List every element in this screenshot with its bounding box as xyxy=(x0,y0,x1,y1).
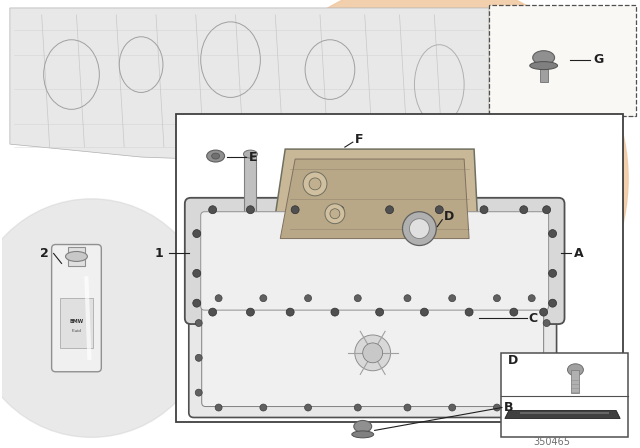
Circle shape xyxy=(193,299,201,307)
Ellipse shape xyxy=(65,251,88,262)
Circle shape xyxy=(336,206,344,214)
Circle shape xyxy=(404,404,411,411)
Ellipse shape xyxy=(352,431,374,438)
Circle shape xyxy=(435,206,444,214)
Circle shape xyxy=(193,230,201,237)
Polygon shape xyxy=(270,149,479,249)
Circle shape xyxy=(548,299,557,307)
Circle shape xyxy=(386,206,394,214)
Circle shape xyxy=(211,209,390,388)
Circle shape xyxy=(303,172,327,196)
Circle shape xyxy=(543,389,550,396)
Text: F: F xyxy=(355,133,364,146)
FancyBboxPatch shape xyxy=(201,212,548,310)
Circle shape xyxy=(465,308,473,316)
Polygon shape xyxy=(10,8,489,174)
Circle shape xyxy=(410,219,429,238)
Ellipse shape xyxy=(207,150,225,162)
Circle shape xyxy=(330,209,340,219)
Text: C: C xyxy=(529,311,538,325)
Circle shape xyxy=(309,178,321,190)
FancyBboxPatch shape xyxy=(52,245,101,372)
Ellipse shape xyxy=(532,51,555,65)
Circle shape xyxy=(540,308,548,316)
Circle shape xyxy=(260,404,267,411)
Circle shape xyxy=(246,206,254,214)
Ellipse shape xyxy=(354,421,372,432)
Text: 2: 2 xyxy=(40,247,49,260)
Text: 350465: 350465 xyxy=(533,437,570,448)
Circle shape xyxy=(215,404,222,411)
Circle shape xyxy=(376,308,383,316)
Circle shape xyxy=(543,319,550,327)
Circle shape xyxy=(355,404,361,411)
Circle shape xyxy=(480,206,488,214)
Circle shape xyxy=(449,404,456,411)
Circle shape xyxy=(363,343,383,363)
Text: G: G xyxy=(593,53,604,66)
Text: BMW: BMW xyxy=(69,319,84,323)
Circle shape xyxy=(291,206,299,214)
Circle shape xyxy=(195,389,202,396)
Text: E: E xyxy=(248,151,257,164)
Circle shape xyxy=(449,295,456,302)
Text: A: A xyxy=(573,247,583,260)
Circle shape xyxy=(193,269,201,277)
FancyBboxPatch shape xyxy=(202,299,543,406)
Circle shape xyxy=(493,404,500,411)
Circle shape xyxy=(325,204,345,224)
Bar xyxy=(489,5,636,116)
Bar xyxy=(60,298,93,348)
Ellipse shape xyxy=(212,153,220,159)
Text: 1: 1 xyxy=(155,247,163,260)
Circle shape xyxy=(543,354,550,362)
Circle shape xyxy=(355,295,361,302)
Circle shape xyxy=(355,335,390,371)
FancyBboxPatch shape xyxy=(185,198,564,324)
Text: Fluid: Fluid xyxy=(72,329,81,333)
Circle shape xyxy=(305,295,312,302)
Circle shape xyxy=(286,308,294,316)
Circle shape xyxy=(548,269,557,277)
Circle shape xyxy=(403,212,436,246)
Text: D: D xyxy=(508,354,518,367)
Circle shape xyxy=(209,206,216,214)
Bar xyxy=(68,246,85,267)
Circle shape xyxy=(195,319,202,327)
Polygon shape xyxy=(505,410,620,418)
Circle shape xyxy=(510,308,518,316)
Circle shape xyxy=(209,308,216,316)
Circle shape xyxy=(230,0,628,378)
Circle shape xyxy=(493,295,500,302)
Circle shape xyxy=(520,206,528,214)
Circle shape xyxy=(0,199,211,437)
Circle shape xyxy=(548,230,557,237)
Bar xyxy=(540,64,548,82)
Circle shape xyxy=(528,404,535,411)
Ellipse shape xyxy=(243,150,257,158)
Circle shape xyxy=(215,295,222,302)
Circle shape xyxy=(420,308,428,316)
Ellipse shape xyxy=(568,364,584,376)
Polygon shape xyxy=(280,159,469,238)
Circle shape xyxy=(528,295,535,302)
Bar xyxy=(176,114,623,422)
Bar xyxy=(501,353,628,437)
Circle shape xyxy=(246,308,254,316)
Circle shape xyxy=(543,206,550,214)
Bar xyxy=(572,370,579,392)
FancyBboxPatch shape xyxy=(189,288,557,418)
Ellipse shape xyxy=(530,62,557,69)
Circle shape xyxy=(195,354,202,362)
Circle shape xyxy=(305,404,312,411)
Circle shape xyxy=(404,295,411,302)
Bar xyxy=(244,154,257,214)
Text: B: B xyxy=(504,401,513,414)
Circle shape xyxy=(260,295,267,302)
Text: D: D xyxy=(444,210,454,223)
Circle shape xyxy=(331,308,339,316)
